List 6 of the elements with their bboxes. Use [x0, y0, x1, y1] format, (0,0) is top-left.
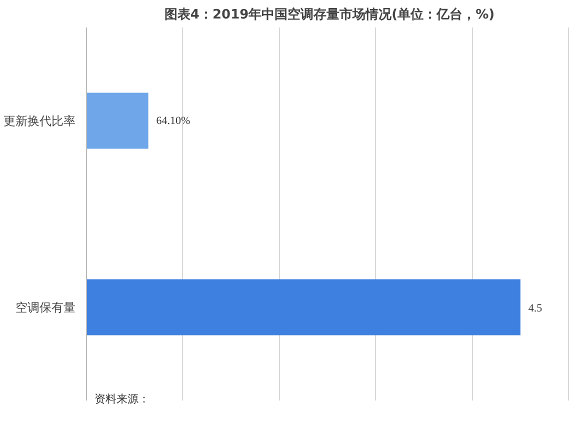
- annotation: 资料来源：: [94, 392, 150, 406]
- chart-title: 图表4：2019年中国空调存量市场情况(单位：亿台，%): [164, 6, 495, 22]
- y-tick-label: 空调保有量: [16, 300, 76, 314]
- data-label: 64.10%: [156, 114, 190, 127]
- y-tick-label: 更新换代比率: [4, 114, 76, 128]
- data-label: 4.5: [528, 302, 543, 314]
